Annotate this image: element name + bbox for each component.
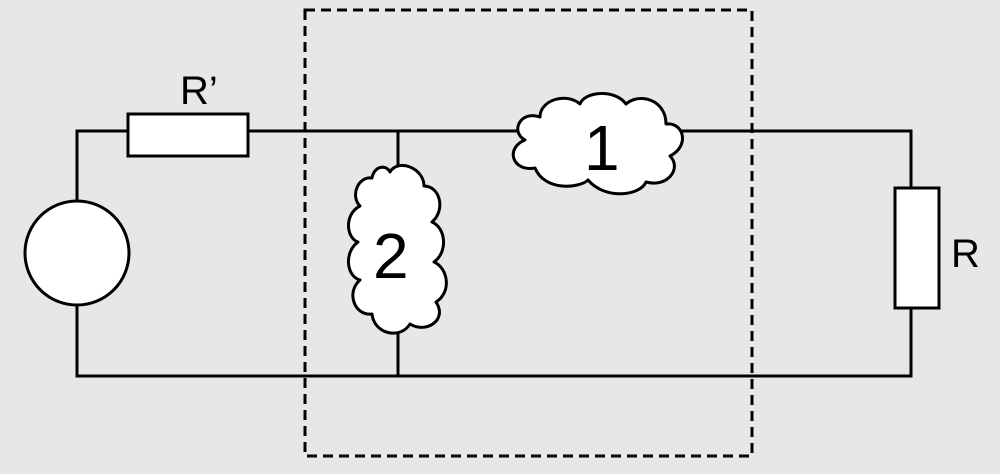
series-block-label: 1 xyxy=(584,112,620,184)
series-resistor-label: R’ xyxy=(180,69,218,113)
top-right-wire xyxy=(680,131,911,188)
load-resistor xyxy=(895,188,939,308)
shunt-block-label: 2 xyxy=(373,220,409,292)
load-resistor-label: R xyxy=(951,232,980,276)
bottom-wire xyxy=(77,306,911,376)
wires xyxy=(77,131,911,376)
series-resistor xyxy=(128,114,248,156)
top-left-wire xyxy=(77,131,128,200)
voltage-source-icon xyxy=(25,201,129,305)
